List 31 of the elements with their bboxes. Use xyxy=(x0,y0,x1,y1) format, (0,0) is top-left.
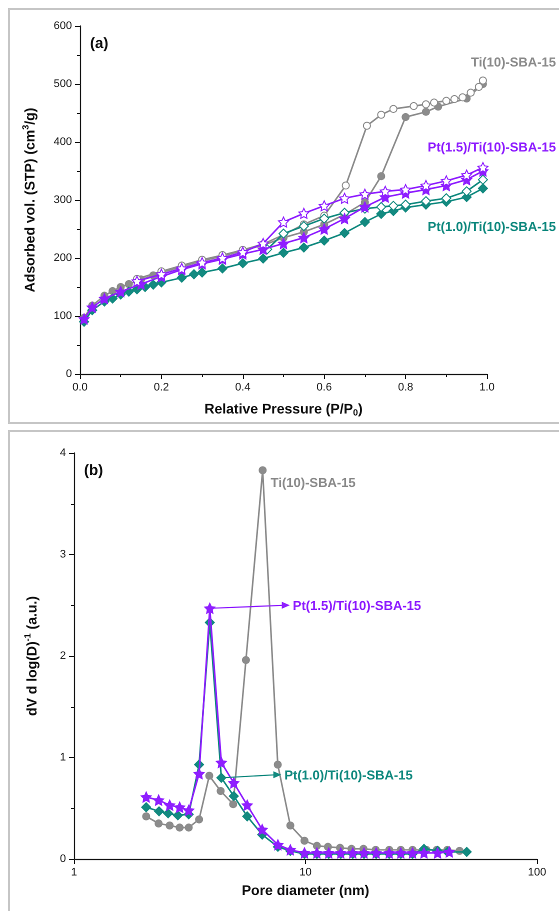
y-tick-label: 100 xyxy=(54,310,72,322)
legend-label: Pt(1.0)/Ti(10)-SBA-15 xyxy=(284,767,413,782)
x-tick-label: 0.6 xyxy=(316,382,332,394)
x-tick-label: 100 xyxy=(528,866,546,878)
x-axis-title: Pore diameter (nm) xyxy=(242,882,370,898)
x-tick-label: 1.0 xyxy=(479,382,495,394)
y-tick-label: 500 xyxy=(54,78,72,90)
y-tick-label: 2 xyxy=(60,650,66,662)
x-tick-label: 0.8 xyxy=(398,382,414,394)
x-tick-label: 0.4 xyxy=(235,382,250,394)
y-axis-title: dV d log(D)-1 (a.u.) xyxy=(22,596,40,716)
y-tick-label: 3 xyxy=(60,548,66,560)
annotation: (b) xyxy=(84,462,104,479)
y-axis-title: Adsorbed vol. (STP) (cm3/g) xyxy=(20,108,38,292)
series-label: Ti(10)-SBA-15 xyxy=(270,474,356,490)
y-tick-label: 4 xyxy=(60,447,66,459)
y-tick-label: 0 xyxy=(60,853,66,865)
y-tick-label: 300 xyxy=(54,194,72,206)
y-tick-label: 200 xyxy=(54,252,72,264)
y-tick-label: 1 xyxy=(60,752,66,764)
x-tick-label: 0.0 xyxy=(72,382,88,394)
annotation: (a) xyxy=(90,35,108,52)
y-tick-label: 600 xyxy=(54,20,72,32)
series-label: Pt(1.5)/Ti(10)-SBA-15 xyxy=(428,140,556,154)
series-label: Ti(10)-SBA-15 xyxy=(470,54,556,70)
x-tick-label: 10 xyxy=(299,866,312,878)
y-tick-label: 400 xyxy=(54,136,72,148)
x-tick-label: 0.2 xyxy=(154,382,170,394)
legend-label: Pt(1.5)/Ti(10)-SBA-15 xyxy=(292,598,422,613)
y-tick-label: 0 xyxy=(66,368,72,380)
series-label: Pt(1.0)/Ti(10)-SBA-15 xyxy=(428,218,556,234)
